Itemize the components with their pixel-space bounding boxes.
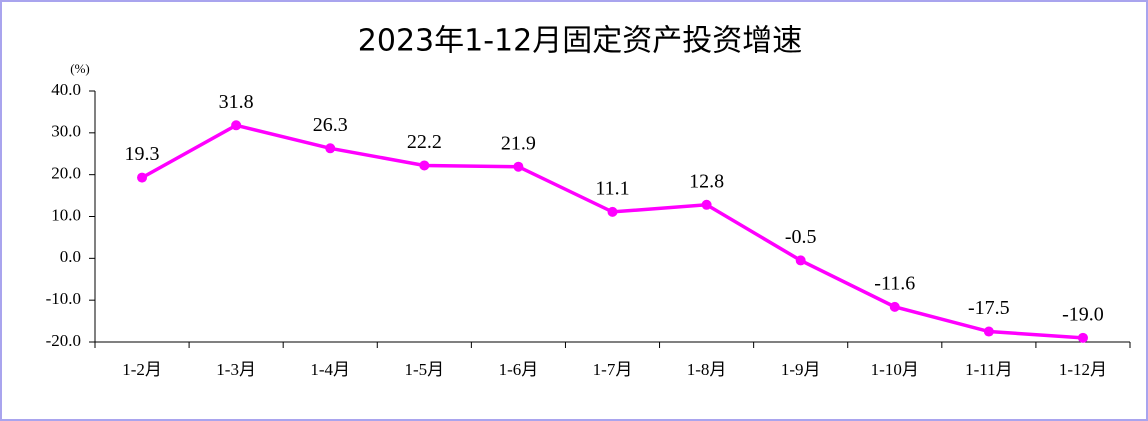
- x-tick-label: 1-9月: [781, 360, 821, 379]
- value-label: 31.8: [219, 91, 254, 113]
- point: [325, 143, 336, 154]
- point: [607, 206, 618, 217]
- x-tick-label: 1-6月: [499, 360, 539, 379]
- point: [419, 160, 430, 171]
- value-label: 22.2: [407, 131, 442, 153]
- chart-title: 2023年1-12月固定资产投资增速: [358, 24, 802, 59]
- value-label: 26.3: [313, 114, 348, 136]
- y-tick-label: 0.0: [60, 247, 81, 266]
- x-tick-label: 1-2月: [122, 360, 162, 379]
- y-tick-label: 40.0: [51, 80, 81, 99]
- y-unit: (%): [70, 61, 90, 76]
- value-label: 12.8: [689, 170, 724, 192]
- x-tick-label: 1-8月: [687, 360, 727, 379]
- y-tick-label: 30.0: [51, 122, 81, 141]
- x-tick-label: 1-3月: [216, 360, 256, 379]
- point: [701, 199, 712, 210]
- value-label: 11.1: [595, 177, 629, 199]
- y-tick-label: 10.0: [51, 205, 81, 224]
- point: [231, 120, 242, 131]
- point: [983, 326, 994, 337]
- value-label: -19.0: [1062, 303, 1104, 325]
- x-tick-label: 1-5月: [404, 360, 444, 379]
- y-tick-label: 20.0: [51, 164, 81, 183]
- y-tick-label: -20.0: [46, 331, 81, 350]
- x-tick-label: 1-4月: [310, 360, 350, 379]
- x-tick-label: 1-10月: [871, 360, 919, 379]
- x-tick-label: 1-12月: [1059, 360, 1107, 379]
- x-tick-label: 1-11月: [965, 360, 1013, 379]
- point: [1077, 332, 1088, 343]
- point: [889, 301, 900, 312]
- x-tick-label: 1-7月: [593, 360, 633, 379]
- value-label: 21.9: [501, 132, 536, 154]
- value-label: 19.3: [125, 143, 160, 165]
- point: [795, 255, 806, 266]
- point: [513, 161, 524, 172]
- point: [137, 172, 148, 183]
- value-label: -11.6: [874, 272, 915, 294]
- y-tick-label: -10.0: [46, 289, 81, 308]
- value-label: -17.5: [968, 297, 1010, 319]
- value-label: -0.5: [785, 226, 817, 248]
